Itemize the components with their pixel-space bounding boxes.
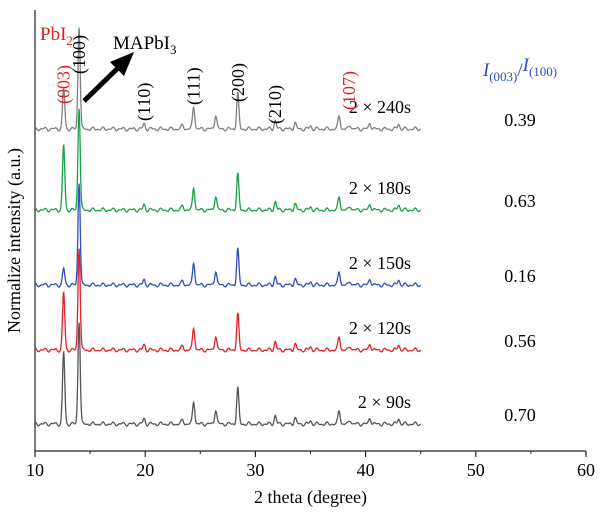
y-axis-label: Normalize intensity (a.u.) [4,148,25,333]
peak-label: (200) [228,63,249,102]
mapbi3-arrow-shaft [82,64,122,103]
x-tick-label: 40 [357,460,375,480]
series-label: 2 × 120s [349,318,411,338]
peak-label: (111) [184,67,205,105]
x-tick-label: 30 [246,460,264,480]
ratio-value: 0.16 [504,266,536,286]
spectrum-line [34,27,421,132]
ratio-value: 0.39 [504,110,536,130]
series-label: 2 × 240s [349,97,411,117]
series-label: 2 × 90s [358,392,411,412]
peak-label: (100) [69,35,90,74]
spectrum-line [34,183,421,288]
x-tick-label: 50 [467,460,485,480]
peak-label: (107) [339,71,360,110]
x-axis-label: 2 theta (degree) [254,487,367,508]
mapbi3-label: MAPbI3 [113,33,177,57]
x-tick-label: 10 [26,460,44,480]
ratio-value: 0.63 [504,191,536,211]
ratio-value: 0.70 [504,405,536,425]
pbi2-label: PbI2 [40,24,73,48]
spectrum-line [34,322,421,427]
peak-label: (210) [265,85,286,124]
series-label: 2 × 150s [349,253,411,273]
ratio-value: 0.56 [504,331,536,351]
x-tick-label: 20 [136,460,154,480]
series-label: 2 × 180s [349,178,411,198]
x-tick-label: 60 [577,460,595,480]
spectrum-line [34,248,421,353]
peak-label: (003) [54,65,75,104]
ratio-header: I(003)/I(100) [482,55,557,84]
peak-label: (110) [134,83,155,121]
mapbi3-arrow-head [110,52,134,76]
spectrum-line [34,108,421,213]
